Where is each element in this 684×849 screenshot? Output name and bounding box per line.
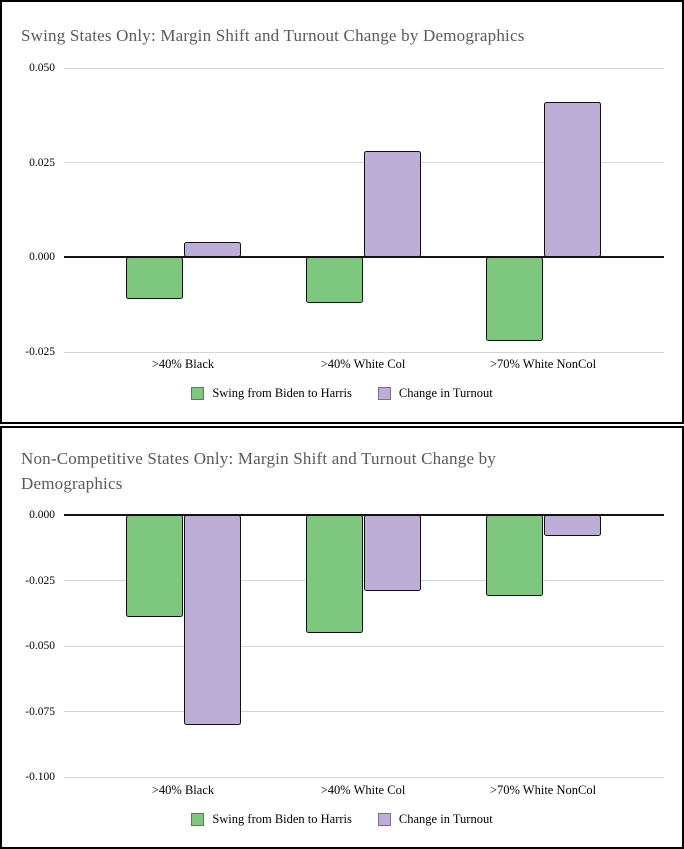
y-tick-label: -0.050 xyxy=(25,640,55,652)
chart-panel-swing-states: Swing States Only: Margin Shift and Turn… xyxy=(0,0,684,424)
y-tick-label: -0.025 xyxy=(25,574,55,587)
gridline xyxy=(64,67,664,69)
bar-swing-group-2 xyxy=(305,515,363,633)
bar-swing-group-3 xyxy=(485,257,543,341)
gridline xyxy=(64,711,664,712)
x-axis-label: >40% White Col xyxy=(320,783,406,797)
bar-turnout-group-1 xyxy=(183,515,241,725)
y-tick-label: 0.000 xyxy=(29,251,55,264)
legend-item: Change in Turnout xyxy=(377,812,493,827)
legend: Swing from Biden to Harris Change in Turn… xyxy=(2,812,682,827)
chart-title-line: Non-Competitive States Only: Margin Shif… xyxy=(21,449,497,468)
y-tick-label: 0.000 xyxy=(29,509,55,521)
legend-label: Swing from Biden to Harris xyxy=(212,386,352,400)
legend-swatch-icon xyxy=(191,813,205,826)
x-axis-label: >70% White NonCol xyxy=(489,357,597,371)
legend-label: Change in Turnout xyxy=(398,386,493,400)
legend-label: Swing from Biden to Harris xyxy=(212,812,352,826)
bar-swing-group-3 xyxy=(485,515,543,597)
zero-axis-line xyxy=(64,256,664,259)
x-axis-label: >40% Black xyxy=(151,783,215,797)
bar-swing-group-2 xyxy=(305,257,363,303)
legend-item: Swing from Biden to Harris xyxy=(191,812,352,827)
chart-title-line: Swing States Only: Margin Shift and Turn… xyxy=(21,26,525,45)
x-axis-labels: >40% Black >40% White Col >70% White NonCo… xyxy=(64,783,664,799)
legend-label: Change in Turnout xyxy=(398,812,493,826)
y-tick-label: -0.025 xyxy=(25,346,55,358)
legend-item: Change in Turnout xyxy=(377,386,493,401)
chart-panel-noncompetitive-states: Non-Competitive States Only: Margin Shif… xyxy=(0,426,684,849)
gridline xyxy=(64,351,664,353)
bar-turnout-group-2 xyxy=(363,151,421,258)
legend-swatch-icon xyxy=(191,387,205,400)
legend: Swing from Biden to Harris Change in Turn… xyxy=(2,386,682,401)
chart-title-line: Demographics xyxy=(21,474,123,493)
x-axis-label: >70% White NonCol xyxy=(489,783,597,797)
bar-turnout-group-1 xyxy=(183,242,241,258)
legend-swatch-icon xyxy=(377,387,391,400)
plot-area: 0.050 0.025 0.000 -0.025 xyxy=(25,62,664,358)
x-axis-label: >40% Black xyxy=(151,357,215,371)
gridline xyxy=(64,776,664,778)
x-axis-label: >40% White Col xyxy=(320,357,406,371)
plot-area: 0.000 -0.025 -0.050 -0.075 -0.100 xyxy=(25,509,664,783)
y-tick-label: 0.050 xyxy=(29,62,55,74)
gridline xyxy=(64,645,664,647)
x-axis-labels: >40% Black >40% White Col >70% White NonCo… xyxy=(64,357,664,373)
bar-turnout-group-3 xyxy=(543,102,601,258)
chart-title: Non-Competitive States Only: Margin Shif… xyxy=(21,446,496,496)
bar-swing-group-1 xyxy=(125,257,183,299)
legend-item: Swing from Biden to Harris xyxy=(191,386,352,401)
y-tick-label: 0.025 xyxy=(29,156,55,169)
chart-title: Swing States Only: Margin Shift and Turn… xyxy=(21,23,525,48)
y-tick-label: -0.075 xyxy=(25,705,55,718)
y-tick-label: -0.100 xyxy=(25,771,55,783)
bar-swing-group-1 xyxy=(125,515,183,618)
legend-swatch-icon xyxy=(377,813,391,826)
bar-turnout-group-2 xyxy=(363,515,421,591)
bar-turnout-group-3 xyxy=(543,515,601,536)
